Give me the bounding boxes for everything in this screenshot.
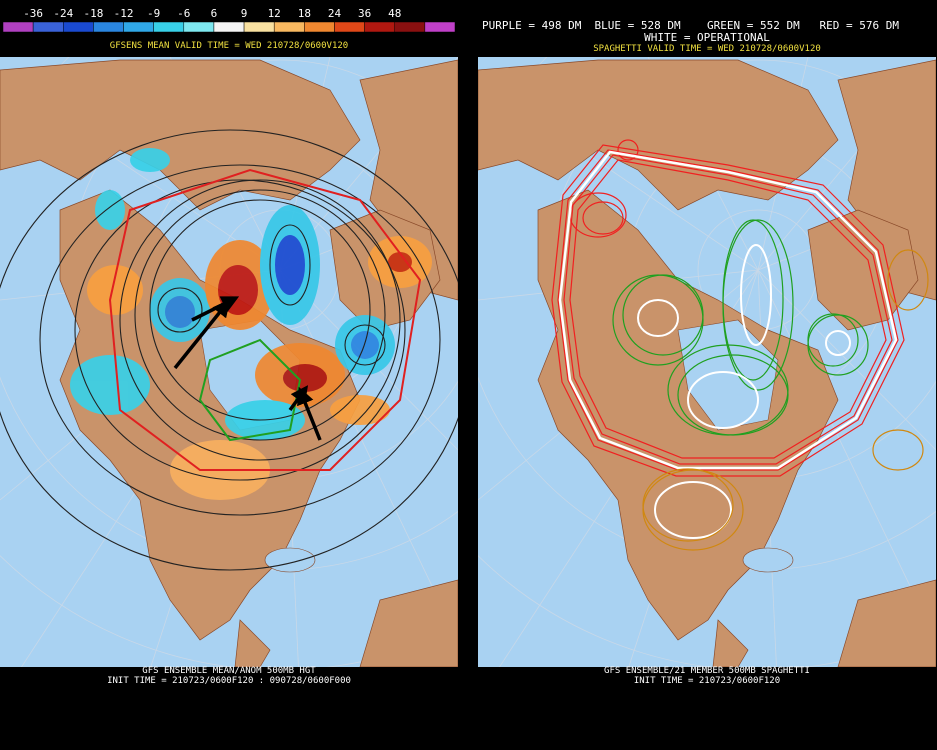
height-contours-shape (134, 189, 386, 441)
operational-label: WHITE = OPERATIONAL (644, 31, 770, 44)
colorbar-swatch (32, 21, 64, 33)
red-spaghetti-shape (563, 154, 893, 465)
colorbar-label: -24 (53, 7, 73, 20)
green-spaghetti-shape (722, 219, 794, 391)
annotation-arrows-shape (288, 385, 309, 412)
colorbar-swatch (63, 21, 94, 33)
height-contours-shape (157, 287, 203, 333)
colorbar-label: -36 (23, 7, 43, 20)
colorbar-swatch (394, 21, 426, 33)
anomaly-shading-shape (275, 235, 305, 295)
anomaly-shading-shape (388, 252, 412, 272)
contour-552 (198, 338, 302, 442)
height-contours-shape (269, 224, 311, 306)
green-spaghetti-shape (677, 354, 789, 436)
colorbar-label: 9 (241, 7, 248, 20)
legend-entry: PURPLE = 498 DM (482, 19, 582, 32)
anomaly-shading-shape (130, 148, 170, 172)
colorbar-label: 6 (211, 7, 218, 20)
anomaly-shading-shape (70, 355, 150, 415)
legend-entry: RED = 576 DM (820, 19, 900, 32)
footer-line: GFS ENSEMBLE MEAN/ANOM 500MB HGT (142, 666, 316, 676)
colorbar-label: 12 (268, 7, 281, 20)
height-contours-shape (74, 179, 406, 481)
footer-line: GFS ENSEMBLE/21 MEMBER 500MB SPAGHETTI (604, 666, 810, 676)
annotation-arrows-shape (191, 296, 240, 322)
colorbar-label: 24 (328, 7, 342, 20)
colorbar-swatch (364, 21, 395, 33)
panel-title: GFSENS MEAN VALID TIME = WED 210728/0600… (110, 41, 348, 51)
colorbar-label: -9 (147, 7, 160, 20)
colorbar-swatch (2, 21, 34, 33)
orange-spaghetti-shape (642, 468, 734, 542)
colorbar-label: 48 (388, 7, 401, 20)
colorbar-swatch (273, 21, 305, 33)
footer-line: INIT TIME = 210723/0600F120 : 090728/060… (107, 676, 351, 686)
orange-spaghetti (642, 249, 929, 551)
orange-spaghetti-shape (872, 429, 924, 471)
red-spaghetti-shape (557, 149, 899, 471)
height-contours-shape (39, 164, 441, 516)
annotation-arrows (173, 296, 322, 441)
right-map (478, 57, 936, 667)
colorbar-swatch (153, 21, 185, 33)
colorbar-swatch (93, 21, 124, 33)
footer-line: INIT TIME = 210723/0600F120 (634, 676, 780, 686)
red-spaghetti-shape (617, 139, 639, 161)
annotation-arrows-shape (173, 299, 231, 370)
legend: PURPLE = 498 DM BLUE = 528 DM GREEN = 552 … (482, 19, 899, 32)
colorbar: -36 -24 -18 -12 -9 -6 6 9 12 18 24 36 48 (2, 7, 456, 33)
colorbar-label: 36 (358, 7, 371, 20)
height-contours-shape (119, 179, 401, 461)
colorbar-label: -6 (177, 7, 190, 20)
white-operational-shape (654, 481, 732, 539)
anomaly-shading-shape (87, 265, 143, 315)
height-contours-shape (149, 199, 371, 421)
operational-contour (558, 150, 898, 470)
anomaly-shading-shape (283, 364, 327, 392)
red-spaghetti-shape (582, 201, 624, 235)
green-spaghetti-shape (622, 274, 704, 356)
legend-entry: BLUE = 528 DM (595, 19, 681, 32)
colorbar-label: 18 (298, 7, 311, 20)
panel-title: SPAGHETTI VALID TIME = WED 210728/0600V1… (593, 44, 821, 54)
green-spaghetti (612, 219, 869, 436)
colorbar-swatch (334, 21, 365, 33)
red-spaghetti-shape (569, 159, 887, 459)
anomaly-shading-shape (330, 395, 390, 425)
divider (458, 0, 478, 750)
colorbar-swatch (424, 21, 456, 33)
height-contours-shape (0, 129, 458, 571)
white-operational-shape (825, 330, 851, 356)
green-spaghetti-shape (807, 313, 859, 367)
red-spaghetti-shape (551, 144, 905, 477)
colorbar-swatch (123, 21, 154, 33)
anomaly-shading-shape (95, 190, 125, 230)
white-operational-shape (740, 244, 772, 346)
contour-576 (108, 168, 422, 471)
colorbar-swatch (243, 21, 275, 33)
left-map (0, 57, 458, 667)
colorbar-label: -18 (83, 7, 103, 20)
colorbar-swatch (183, 21, 215, 33)
anomaly-shading-shape (351, 331, 379, 359)
legend-entry: GREEN = 552 DM (707, 19, 800, 32)
orange-spaghetti-shape (887, 249, 929, 311)
white-operational (637, 244, 851, 539)
red-spaghetti (551, 139, 905, 477)
colorbar-swatch (304, 21, 335, 33)
white-operational-shape (637, 299, 679, 337)
colorbar-label: -12 (114, 7, 134, 20)
colorbar-swatch (213, 21, 245, 33)
anomaly-shading-shape (165, 296, 195, 328)
white-operational-shape (687, 371, 759, 429)
height-contours-shape (344, 324, 386, 366)
height-contours (0, 129, 458, 571)
